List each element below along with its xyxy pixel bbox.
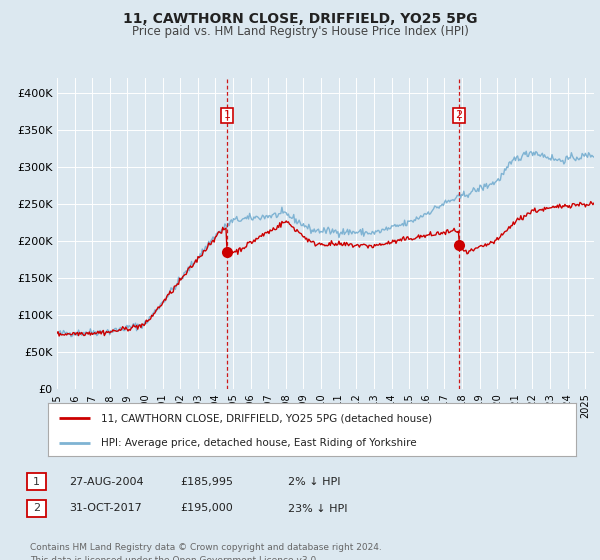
Text: 31-OCT-2017: 31-OCT-2017 xyxy=(69,503,142,514)
Text: 23% ↓ HPI: 23% ↓ HPI xyxy=(288,503,347,514)
Text: 1: 1 xyxy=(223,110,230,120)
Text: HPI: Average price, detached house, East Riding of Yorkshire: HPI: Average price, detached house, East… xyxy=(101,438,416,448)
Text: £195,000: £195,000 xyxy=(180,503,233,514)
Text: 11, CAWTHORN CLOSE, DRIFFIELD, YO25 5PG (detached house): 11, CAWTHORN CLOSE, DRIFFIELD, YO25 5PG … xyxy=(101,413,432,423)
Text: Price paid vs. HM Land Registry's House Price Index (HPI): Price paid vs. HM Land Registry's House … xyxy=(131,25,469,38)
Text: Contains HM Land Registry data © Crown copyright and database right 2024.
This d: Contains HM Land Registry data © Crown c… xyxy=(30,543,382,560)
Text: 2: 2 xyxy=(33,503,40,514)
Text: 2: 2 xyxy=(455,110,463,120)
Text: £185,995: £185,995 xyxy=(180,477,233,487)
Text: 11, CAWTHORN CLOSE, DRIFFIELD, YO25 5PG: 11, CAWTHORN CLOSE, DRIFFIELD, YO25 5PG xyxy=(123,12,477,26)
Text: 27-AUG-2004: 27-AUG-2004 xyxy=(69,477,143,487)
Text: 1: 1 xyxy=(33,477,40,487)
Text: 2% ↓ HPI: 2% ↓ HPI xyxy=(288,477,341,487)
